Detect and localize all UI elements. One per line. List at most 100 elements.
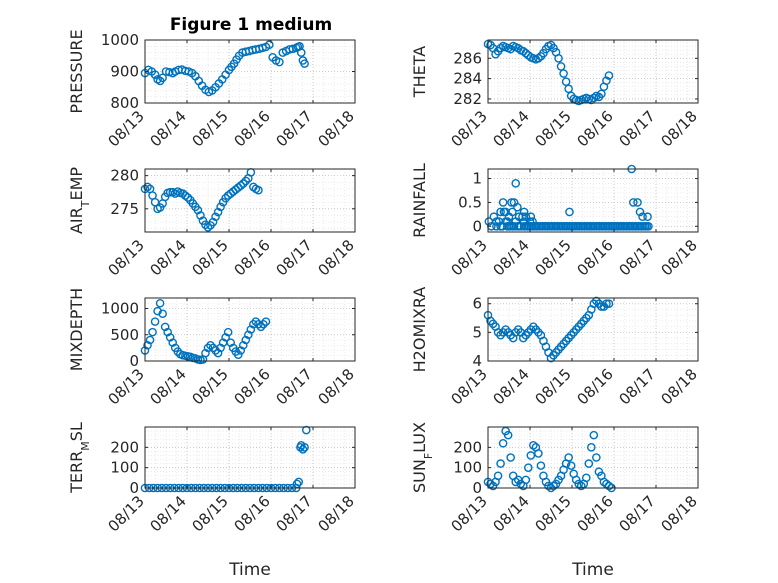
data-point bbox=[592, 453, 601, 462]
x-tick-label: 08/15 bbox=[532, 492, 575, 535]
data-point bbox=[203, 223, 213, 232]
data-point bbox=[587, 443, 596, 452]
data-point bbox=[564, 84, 573, 94]
x-tick-label: 08/18 bbox=[315, 236, 358, 279]
data-point bbox=[589, 93, 599, 103]
data-point bbox=[492, 217, 501, 226]
data-point bbox=[296, 48, 306, 57]
data-point bbox=[211, 212, 220, 222]
data-point bbox=[521, 212, 531, 222]
figure-title: Figure 1 medium bbox=[170, 15, 332, 35]
data-point bbox=[581, 473, 591, 483]
data-point bbox=[492, 221, 501, 231]
data-point bbox=[163, 327, 172, 337]
data-point bbox=[246, 325, 256, 334]
data-point bbox=[201, 348, 210, 358]
data-point bbox=[589, 430, 599, 440]
data-point bbox=[498, 198, 508, 207]
data-point bbox=[489, 212, 499, 222]
data-point bbox=[300, 443, 309, 452]
x-tick-label: 08/14 bbox=[490, 236, 533, 279]
axes-box bbox=[487, 297, 699, 362]
data-point bbox=[251, 317, 261, 326]
data-point bbox=[249, 319, 258, 329]
y-tick-label: 0.5 bbox=[458, 193, 482, 211]
data-point bbox=[638, 212, 647, 222]
data-point bbox=[519, 217, 529, 226]
y-tick-label: 5 bbox=[472, 323, 482, 341]
data-point bbox=[528, 217, 537, 226]
x-tick-label: 08/13 bbox=[105, 107, 148, 150]
y-tick-label: 6 bbox=[472, 295, 482, 313]
y-tick-label: 1000 bbox=[101, 31, 139, 49]
y-tick-label: 4 bbox=[472, 352, 482, 370]
axes-box bbox=[487, 168, 699, 233]
y-tick-label: 1000 bbox=[101, 300, 139, 318]
x-tick-label: 08/14 bbox=[490, 365, 533, 408]
x-tick-label: 08/15 bbox=[189, 236, 232, 279]
data-point bbox=[604, 71, 614, 80]
x-tick-label: 08/15 bbox=[189, 365, 232, 408]
data-point bbox=[526, 212, 536, 222]
data-point bbox=[496, 207, 505, 217]
x-tick-label: 08/16 bbox=[231, 236, 274, 279]
data-point bbox=[511, 179, 521, 188]
x-tick-label: 08/16 bbox=[574, 365, 617, 408]
data-point bbox=[518, 212, 527, 222]
data-point bbox=[203, 343, 213, 353]
data-point bbox=[559, 69, 568, 78]
data-point bbox=[544, 481, 553, 491]
data-point bbox=[521, 475, 531, 485]
x-tick-label: 08/17 bbox=[616, 365, 659, 408]
data-point bbox=[526, 451, 536, 460]
y-axis-label: RAINFALL bbox=[410, 163, 429, 238]
y-axis-label: H2OMIXRA bbox=[410, 287, 429, 373]
y-axis-label: THETA bbox=[410, 46, 429, 98]
y-tick-label: 282 bbox=[453, 90, 482, 108]
data-point bbox=[633, 198, 642, 207]
data-point bbox=[301, 425, 311, 435]
y-axis-label: AIRTEMP bbox=[67, 167, 92, 234]
data-point bbox=[241, 335, 251, 345]
data-point bbox=[561, 77, 571, 86]
x-tick-label: 08/16 bbox=[574, 236, 617, 279]
y-tick-label: 900 bbox=[110, 63, 139, 81]
data-point bbox=[183, 193, 193, 202]
axes-box bbox=[487, 39, 699, 104]
data-point bbox=[503, 430, 513, 440]
data-point bbox=[143, 340, 152, 350]
data-point bbox=[525, 217, 535, 226]
data-point bbox=[534, 449, 543, 458]
y-tick-label: 1 bbox=[472, 170, 482, 188]
data-point bbox=[148, 327, 157, 337]
data-point bbox=[294, 477, 304, 487]
data-point bbox=[254, 185, 263, 195]
data-point bbox=[529, 440, 538, 450]
data-point bbox=[155, 298, 165, 308]
x-tick-label: 08/14 bbox=[147, 107, 190, 150]
data-point bbox=[213, 207, 223, 217]
data-point bbox=[519, 207, 529, 217]
x-tick-label: 08/18 bbox=[658, 236, 701, 279]
data-point bbox=[511, 477, 521, 487]
x-tick-label: 08/13 bbox=[105, 492, 148, 535]
data-point bbox=[536, 461, 546, 470]
y-tick-label: 100 bbox=[110, 459, 139, 477]
data-point bbox=[254, 319, 263, 329]
y-axis-label: TERRMSL bbox=[67, 422, 92, 494]
x-tick-label: 08/18 bbox=[658, 107, 701, 150]
data-point bbox=[629, 198, 638, 207]
data-point bbox=[158, 309, 167, 319]
x-tick-label: 08/15 bbox=[189, 107, 232, 150]
x-tick-label: 08/14 bbox=[490, 492, 533, 535]
data-point bbox=[503, 217, 512, 226]
data-point bbox=[554, 53, 563, 63]
data-point bbox=[233, 350, 243, 360]
data-point bbox=[576, 481, 586, 491]
